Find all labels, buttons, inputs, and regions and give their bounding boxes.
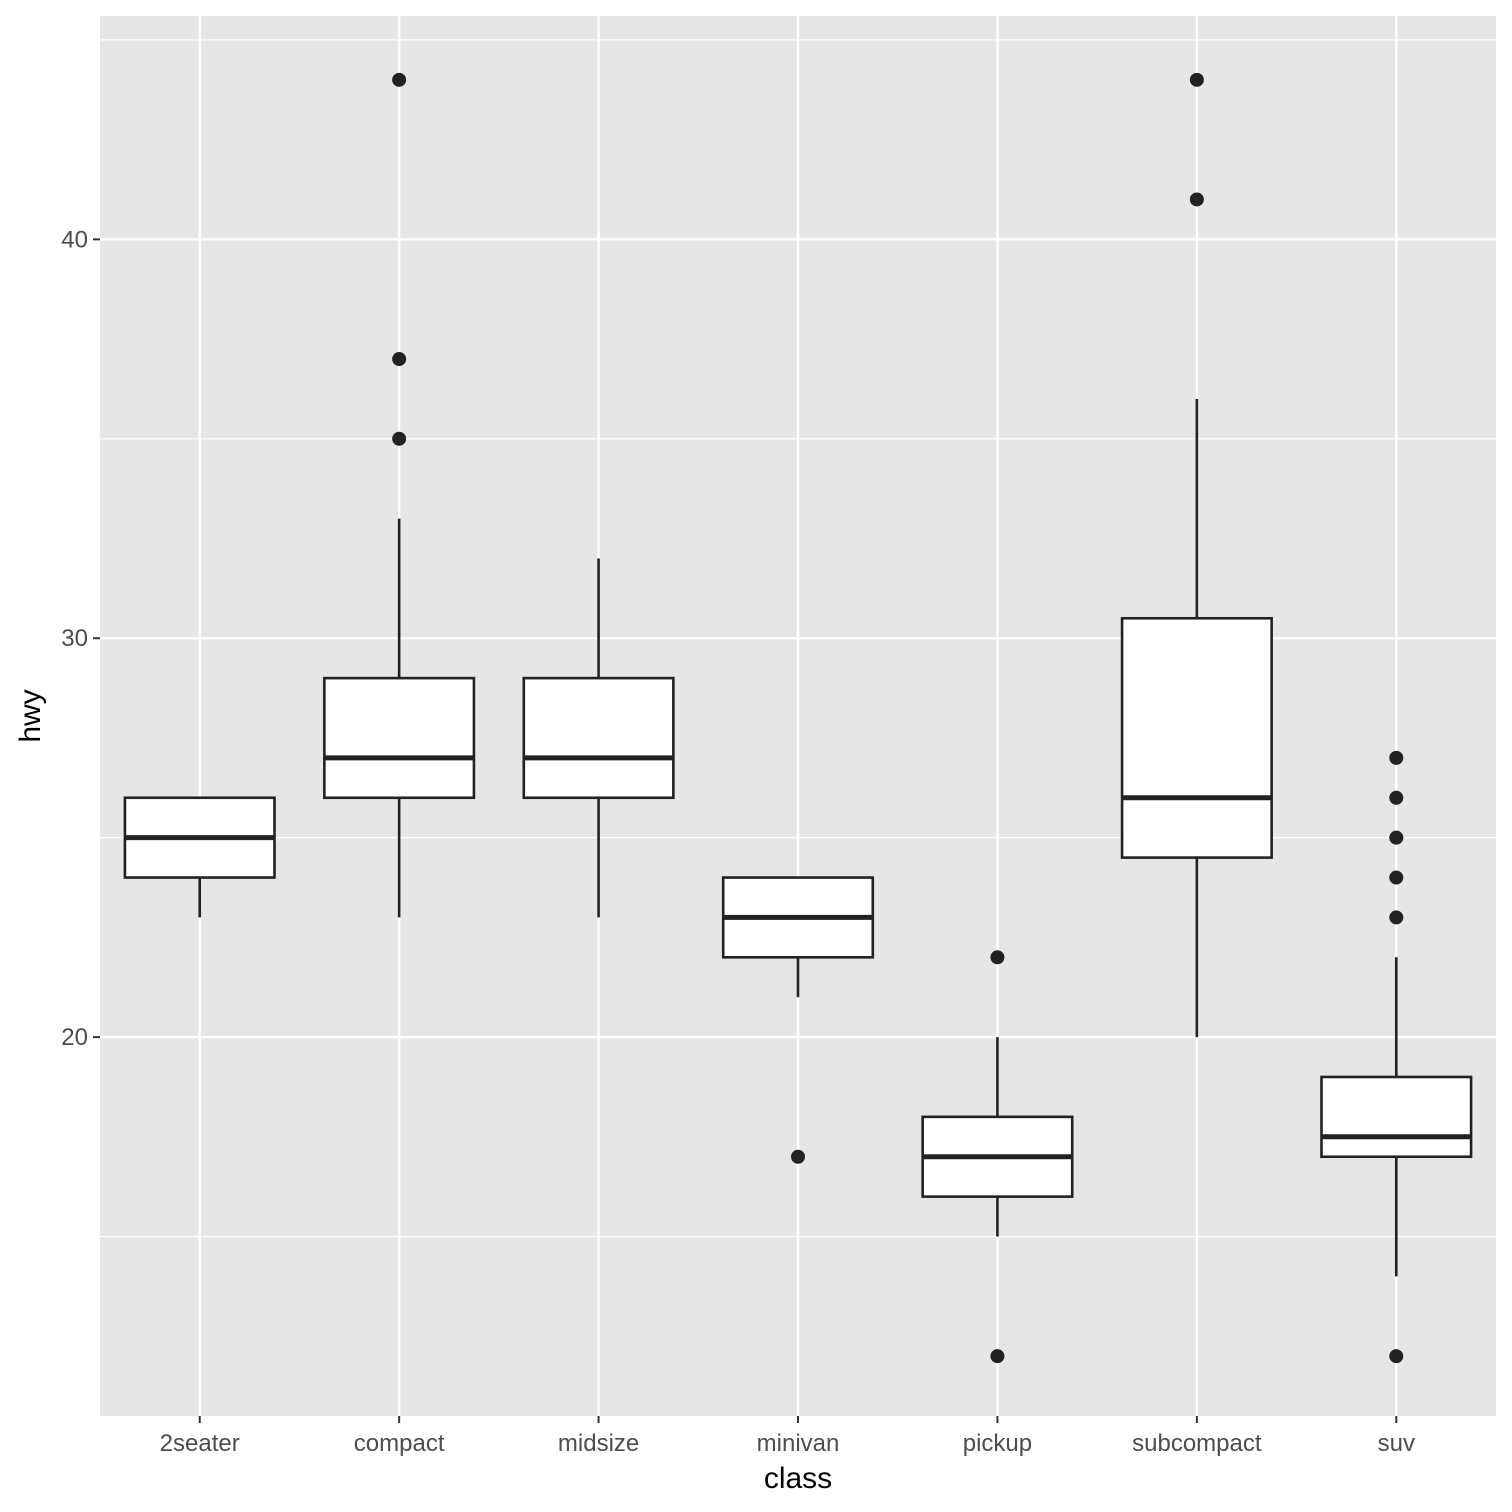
y-tick-label: 20 [61,1024,88,1051]
outlier-point [1189,72,1204,87]
outlier-point [1389,910,1404,925]
outlier-point [392,72,407,87]
outlier-point [1189,192,1204,207]
y-tick-label: 40 [61,226,88,253]
box-2seater [123,796,276,918]
outlier-point [791,1149,805,1164]
box-minivan [721,876,875,1164]
x-tick-label: minivan [757,1430,840,1457]
x-tick-label: subcompact [1132,1430,1262,1457]
x-tick-label: suv [1378,1430,1415,1457]
boxes [123,72,1473,1364]
outlier-point [1389,790,1404,805]
y-axis-title: hwy [14,689,47,742]
x-axis: 2seater compact midsize minivan pickup subcom… [160,1416,1415,1457]
x-tick-label: midsize [558,1430,639,1457]
outlier-point [392,431,407,446]
box-iqr [1320,1075,1473,1159]
box-midsize [522,558,675,918]
box-pickup [921,950,1074,1364]
outlier-point [1389,830,1404,845]
outlier-point [990,950,1005,965]
box-subcompact [1120,72,1273,1038]
outlier-point [990,1349,1005,1364]
outlier-point [1389,750,1404,765]
box-suv [1320,750,1473,1364]
x-tick-label: pickup [963,1430,1032,1457]
box-iqr [522,676,675,800]
outlier-point [392,352,407,367]
y-axis: 20 30 40 [61,226,100,1051]
x-tick-label: 2seater [160,1430,240,1457]
x-axis-title: class [764,1462,832,1495]
outlier-point [1389,870,1404,885]
box-iqr [1120,616,1273,859]
x-tick-label: compact [354,1430,445,1457]
box-iqr [323,676,476,800]
y-tick-label: 30 [61,625,88,652]
outlier-point [1389,1349,1404,1364]
box-compact [323,72,476,918]
